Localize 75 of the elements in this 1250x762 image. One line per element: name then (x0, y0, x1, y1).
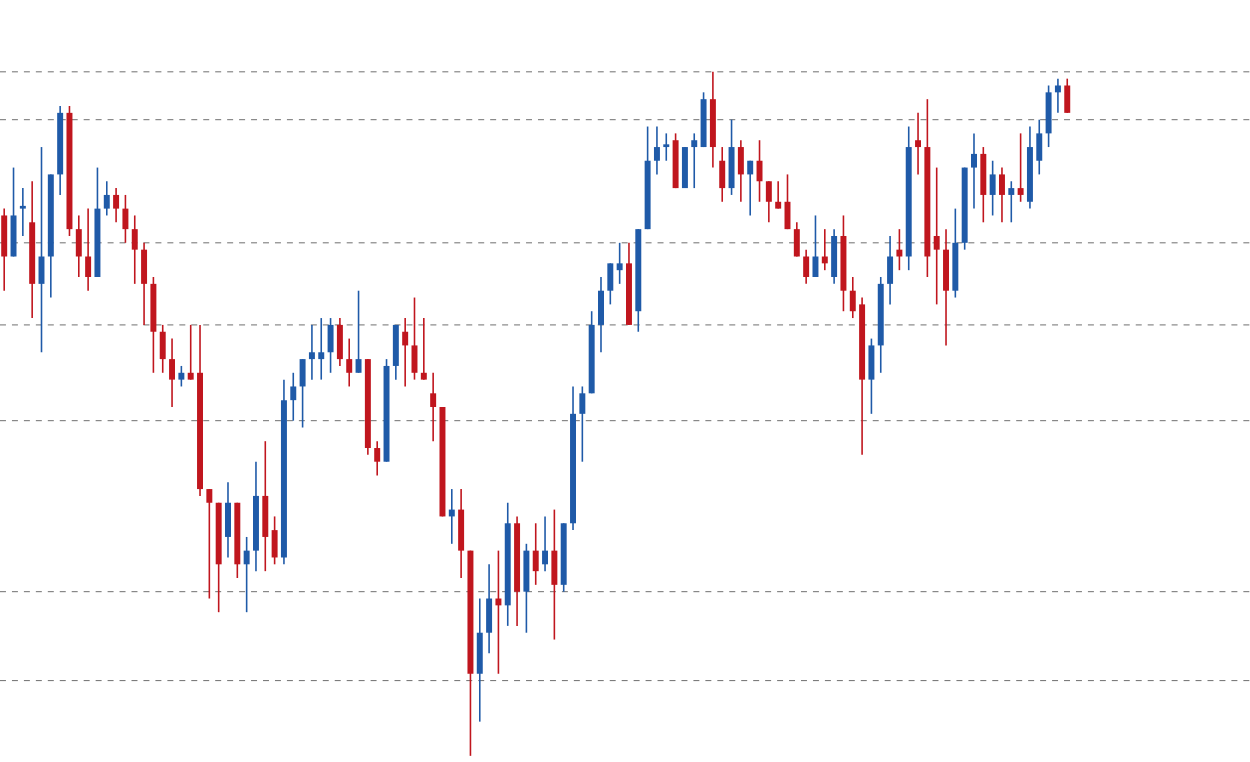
candlestick (775, 180, 782, 210)
candlestick (868, 337, 875, 415)
candlestick (952, 207, 959, 299)
candlestick (346, 337, 353, 388)
candlestick (85, 207, 92, 292)
candlestick (887, 235, 894, 306)
candlestick (663, 132, 670, 162)
candlestick (989, 159, 996, 217)
candlestick (551, 508, 558, 641)
candlestick (728, 118, 735, 196)
candlestick (523, 543, 530, 634)
candlestick (709, 71, 716, 169)
candlestick (299, 358, 306, 429)
candlestick (19, 187, 26, 237)
candlestick (933, 166, 940, 306)
candlestick (616, 242, 623, 285)
candlestick (1, 207, 8, 292)
candlestick (113, 187, 120, 224)
candlestick (336, 317, 343, 367)
candlestick (756, 139, 763, 203)
candlestick (402, 317, 409, 388)
candlestick (420, 317, 427, 381)
candlestick (1064, 77, 1071, 114)
candlestick (607, 262, 614, 306)
candlestick (681, 146, 688, 189)
candlestick (803, 248, 810, 285)
candlestick (430, 371, 437, 442)
candlestick (262, 440, 269, 572)
candlestick (691, 132, 698, 189)
candlestick (374, 440, 381, 477)
candlestick (971, 132, 977, 210)
candlestick (793, 221, 800, 258)
candlestick (131, 214, 138, 285)
candlestick (943, 228, 949, 347)
candlestick (476, 597, 483, 723)
candlestick (206, 488, 213, 600)
candlestick (392, 324, 399, 381)
candlestick (700, 91, 707, 148)
candlestick (980, 146, 987, 224)
candlestick (243, 536, 250, 613)
candlestick (290, 371, 297, 422)
candlestick (327, 317, 334, 374)
candlestick (1008, 180, 1015, 224)
candlestick (896, 228, 903, 271)
candlestick (737, 139, 744, 203)
candlestick (598, 276, 604, 354)
candlestick (355, 289, 362, 374)
candlestick (159, 324, 166, 374)
candlestick (672, 132, 679, 189)
candlestick (225, 481, 231, 559)
candlestick (458, 488, 465, 579)
candlestick (10, 166, 17, 258)
candlestick (542, 515, 549, 572)
candlestick (998, 166, 1005, 224)
candlestick (103, 180, 110, 217)
candlestick (178, 365, 185, 388)
candlestick (1017, 132, 1024, 203)
candlestick (747, 159, 754, 217)
candlestick (915, 112, 922, 176)
candlestick (75, 214, 82, 278)
candlestick (169, 337, 176, 408)
candlestick (141, 242, 148, 326)
candlestick (831, 228, 838, 285)
candlestick (653, 125, 660, 176)
candlestick (579, 385, 586, 463)
candlestick (719, 146, 726, 203)
candlestick (271, 515, 278, 566)
candlestick (1054, 77, 1061, 114)
candlestick (486, 563, 493, 655)
candlestick (812, 214, 819, 278)
candlestick (150, 276, 157, 374)
candlestick (765, 180, 772, 224)
candlestick (122, 194, 129, 244)
candlestick (1045, 84, 1052, 148)
candlestick (532, 522, 539, 586)
